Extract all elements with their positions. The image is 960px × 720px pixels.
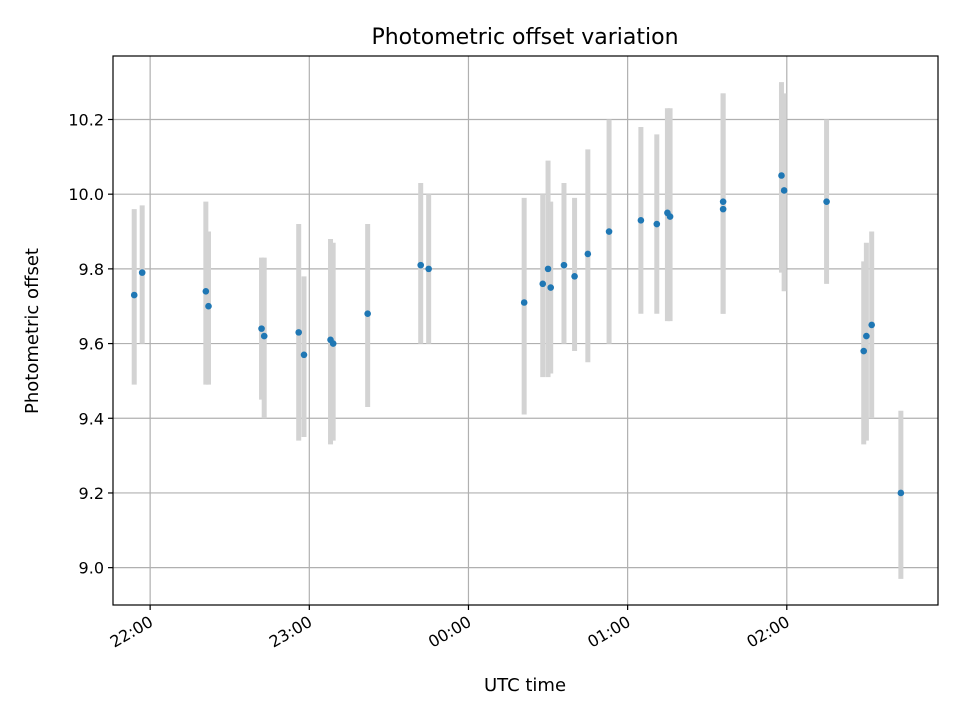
y-tick-label: 9.8 — [79, 260, 104, 279]
data-point — [130, 291, 138, 299]
data-point — [823, 198, 830, 205]
data-point — [584, 250, 592, 258]
data-point — [666, 213, 674, 220]
data-point — [295, 329, 302, 336]
data-point — [778, 172, 785, 179]
data-point — [425, 265, 432, 273]
data-point — [719, 205, 727, 213]
data-point — [868, 321, 875, 329]
data-point — [605, 228, 613, 235]
y-tick-label: 9.6 — [79, 335, 104, 354]
y-tick-label: 10.0 — [68, 185, 104, 204]
data-point — [202, 287, 210, 295]
data-point — [544, 265, 552, 273]
data-point — [205, 302, 212, 310]
data-point — [329, 340, 337, 347]
y-tick-label: 10.2 — [68, 110, 104, 129]
data-point — [637, 217, 645, 224]
y-tick-label: 9.0 — [79, 559, 104, 578]
y-tick-label: 9.4 — [79, 409, 104, 428]
data-point — [560, 261, 568, 269]
data-point — [653, 220, 661, 228]
data-point — [520, 299, 528, 306]
data-point — [571, 273, 578, 280]
data-point — [719, 198, 727, 205]
chart-title: Photometric offset variation — [371, 25, 678, 50]
data-point — [539, 280, 547, 288]
data-point — [780, 187, 788, 194]
x-axis-label: UTC time — [484, 675, 566, 696]
data-point — [863, 332, 870, 340]
data-point — [138, 269, 146, 276]
data-point — [547, 284, 555, 291]
y-axis-label: Photometric offset — [22, 248, 43, 414]
data-point — [258, 325, 265, 332]
y-tick-label: 9.2 — [79, 484, 104, 503]
plot-frame — [112, 55, 939, 606]
data-point — [417, 261, 425, 269]
data-points — [130, 172, 905, 497]
data-point — [260, 332, 268, 340]
axis-ticks — [108, 118, 788, 610]
data-point — [897, 489, 905, 497]
data-point — [860, 347, 868, 355]
data-point — [364, 310, 371, 317]
data-point — [300, 351, 308, 359]
